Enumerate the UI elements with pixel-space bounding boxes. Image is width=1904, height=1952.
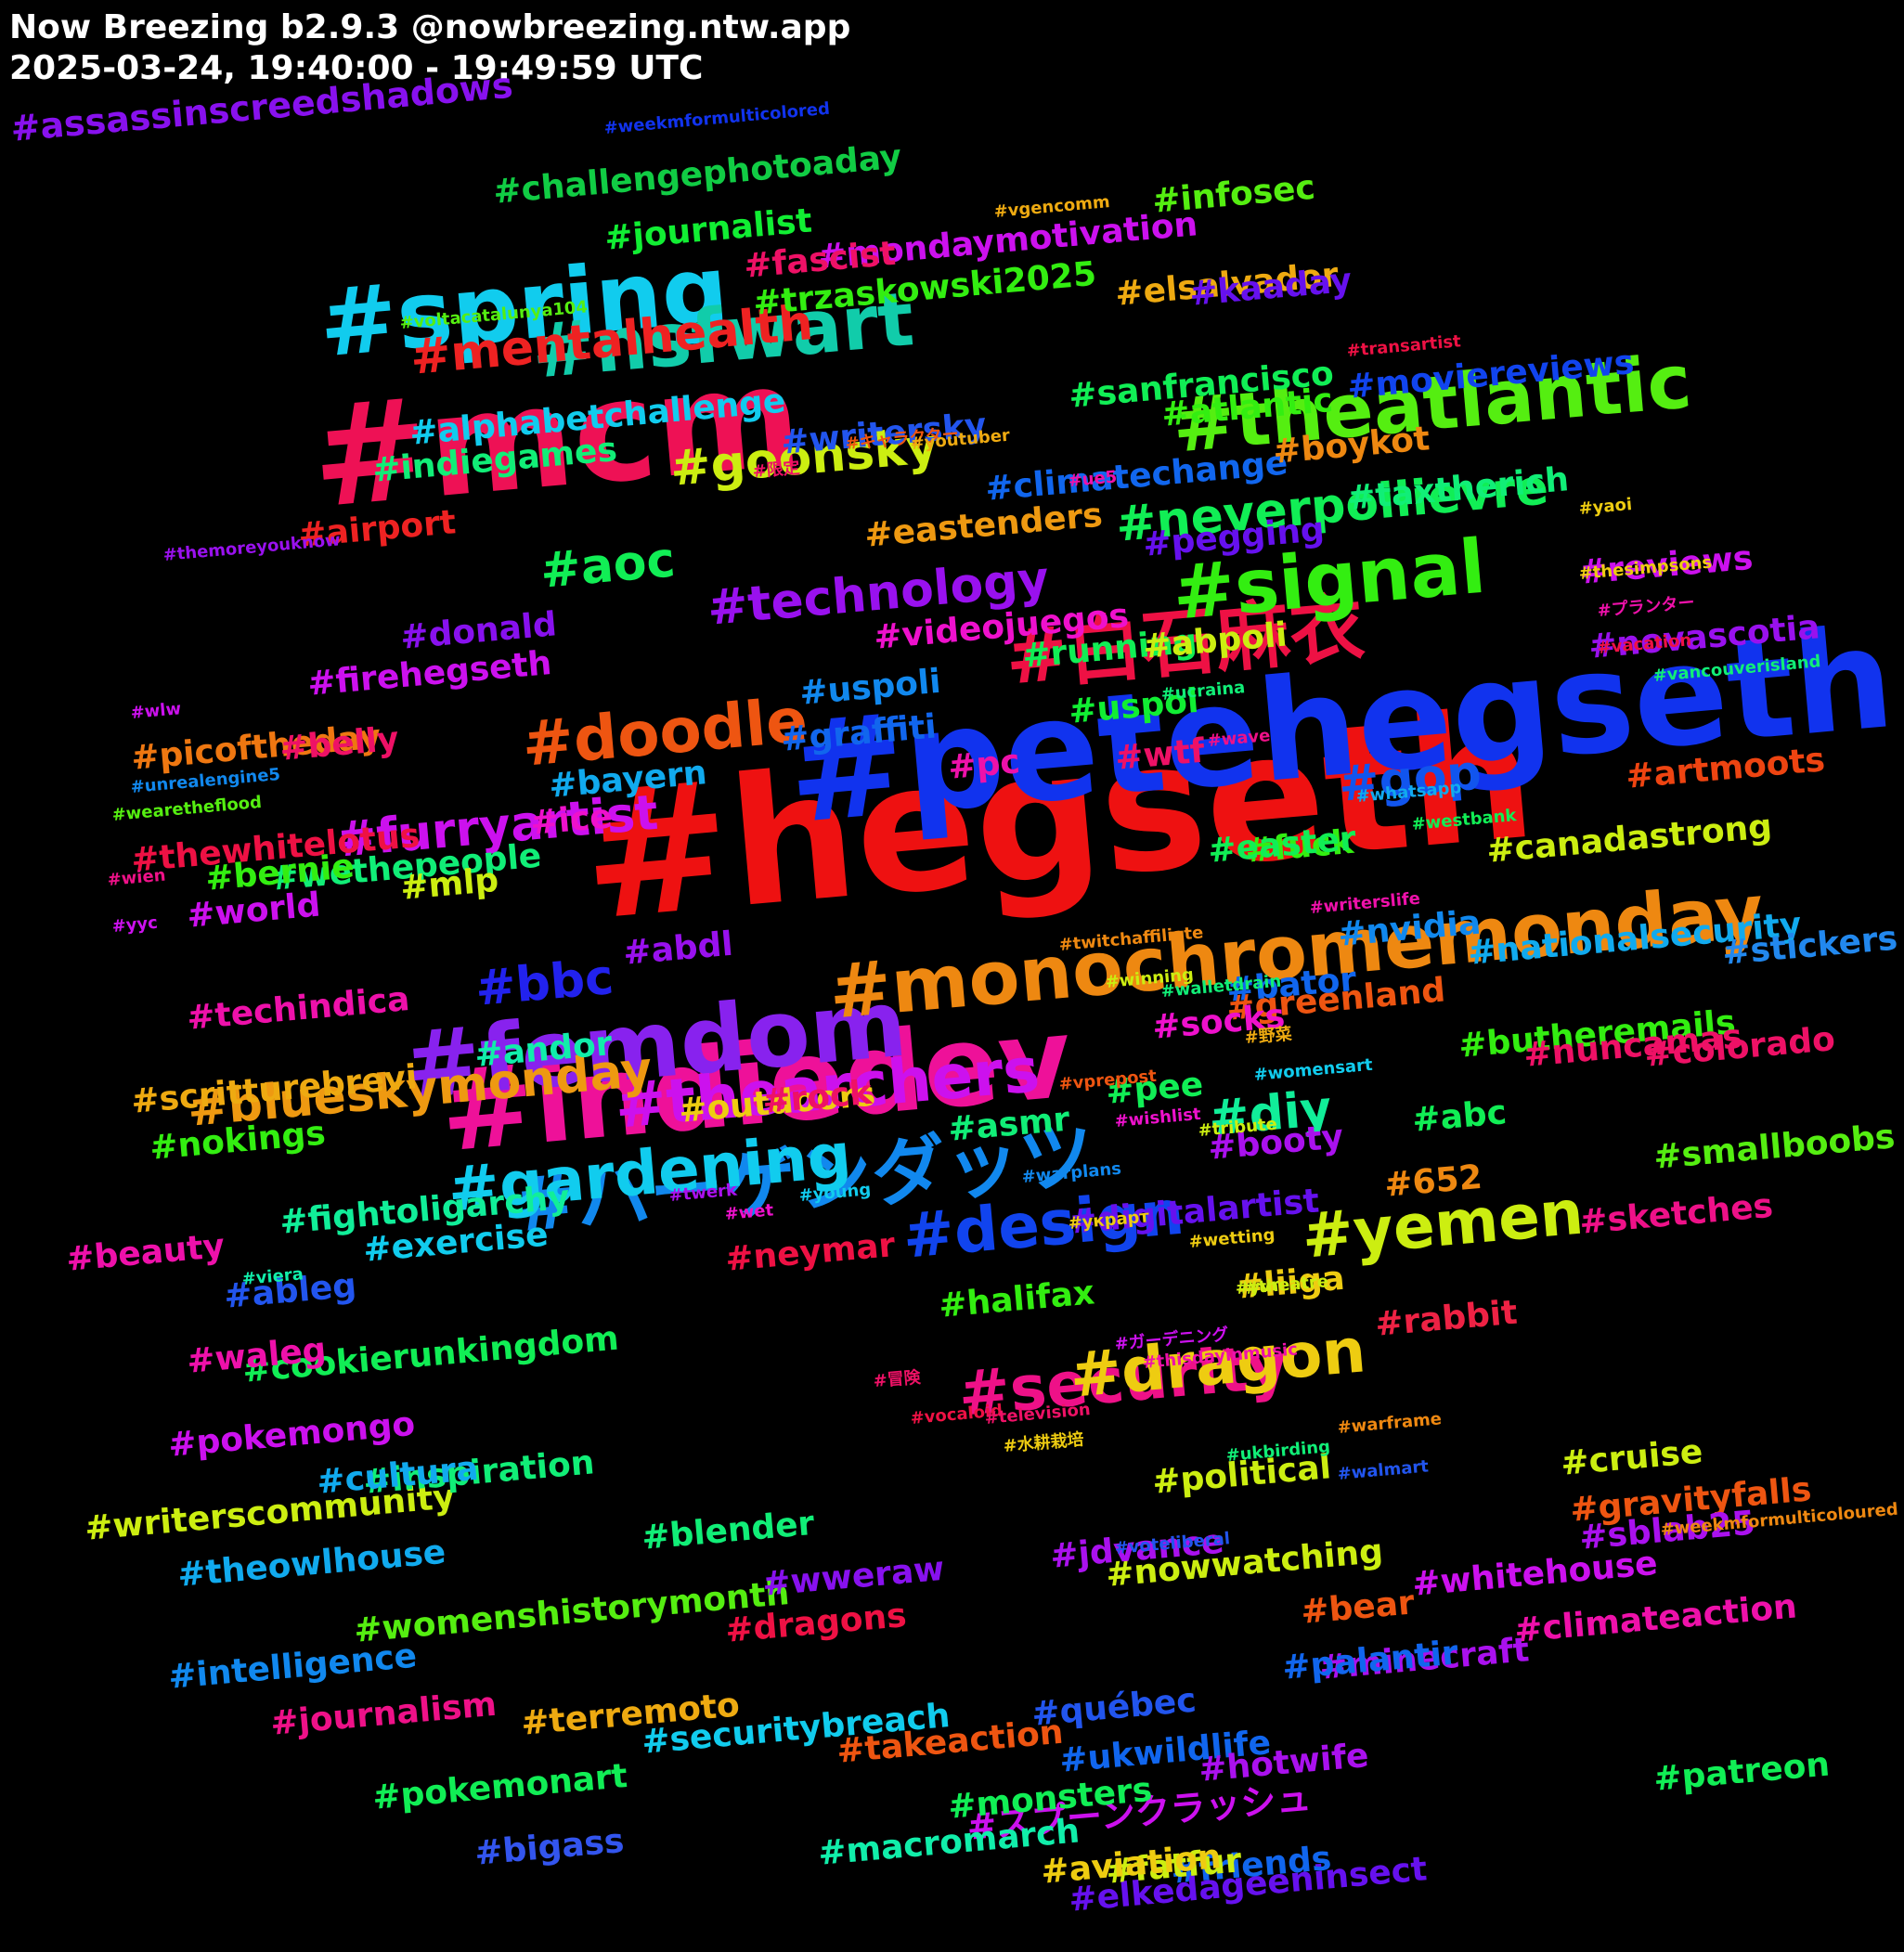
hashtag-bbc: #bbc — [473, 950, 616, 1017]
hashtag-tag-142: #québec — [1030, 1681, 1198, 1734]
hashtag-wishlist: #wishlist — [1113, 1104, 1202, 1131]
hashtag-sketches: #sketches — [1577, 1186, 1775, 1242]
hashtag-bear: #bear — [1299, 1584, 1417, 1632]
hashtag-pc: #pc — [946, 743, 1022, 787]
hashtag-firehegseth: #firehegseth — [305, 644, 553, 704]
hashtag-climateaction: #climateaction — [1512, 1587, 1799, 1650]
hashtag-tag-189: #冒険 — [872, 1367, 922, 1391]
hashtag-wien: #wien — [106, 865, 167, 890]
hashtag-whitehouse: #whitehouse — [1410, 1544, 1660, 1604]
hashtag-eastenders: #eastenders — [862, 496, 1105, 555]
hashtag-smallboobs: #smallboobs — [1651, 1118, 1897, 1177]
hashtag-aoc: #aoc — [538, 532, 678, 600]
hashtag-wlw: #wlw — [129, 699, 182, 723]
hashtag-assassinscreedshadows: #assassinscreedshadows — [8, 64, 515, 149]
hashtag-yaoi: #yaoi — [1577, 494, 1633, 519]
hashtag-warframe: #warframe — [1336, 1409, 1443, 1438]
hashtag-pokemongo: #pokemongo — [166, 1404, 417, 1465]
hashtag-rock: #rock — [760, 1073, 874, 1121]
hashtag-nokings: #nokings — [148, 1114, 328, 1168]
hashtag-transartist: #transartist — [1345, 331, 1462, 361]
hashtag-intelligence: #intelligence — [166, 1636, 419, 1697]
hashtag-652: #652 — [1382, 1157, 1484, 1205]
hashtag-themoreyouknow: #themoreyouknow — [162, 530, 342, 565]
hashtag-abdl: #abdl — [621, 924, 735, 973]
hashtag-blender: #blender — [640, 1504, 816, 1558]
hashtag-patreon: #patreon — [1651, 1745, 1832, 1799]
hashtag-bigass: #bigass — [473, 1821, 626, 1873]
hashtag-mlp: #mlp — [398, 860, 500, 908]
hashtag-neymar: #neymar — [723, 1226, 897, 1279]
hashtag-halifax: #halifax — [937, 1273, 1096, 1325]
hashtag-palantir: #palantir — [1280, 1634, 1460, 1687]
hashtag-weekmformulticolored: #weekmformulticolored — [602, 98, 831, 138]
hashtag-theowlhouse: #theowlhouse — [175, 1532, 447, 1595]
hashtag-wetting: #wetting — [1187, 1224, 1276, 1252]
hashtag-ue5: #ue5 — [1067, 467, 1119, 491]
hashtag-tag-197: #水耕栽培 — [1002, 1429, 1085, 1456]
hashtag-wweraw: #wweraw — [760, 1549, 946, 1604]
page-subtitle: 2025-03-24, 19:40:00 - 19:49:59 UTC — [9, 49, 704, 87]
hashtag-tag-174: #野菜 — [1243, 1024, 1293, 1048]
hashtag-infosec: #infosec — [1150, 168, 1317, 221]
hashtag-ice: #ice — [528, 797, 615, 843]
hashtag-techindica: #techindica — [185, 980, 411, 1038]
header: Now Breezing b2.9.3 @nowbreezing.ntw.app… — [9, 7, 850, 89]
hashtag-wearetheflood: #wearetheflood — [110, 792, 263, 825]
hashtag-abc: #abc — [1410, 1093, 1509, 1140]
hashtag-rabbit: #rabbit — [1373, 1293, 1520, 1344]
hashtag-wet: #wet — [723, 1200, 774, 1224]
hashtag-pokemonart: #pokemonart — [370, 1757, 629, 1817]
hashtag-yyc: #yyc — [110, 912, 159, 937]
hashtag-cruise: #cruise — [1559, 1432, 1704, 1483]
hashtag-tag-152: #限定 — [751, 458, 801, 482]
hashtag-wtf: #wtf — [1113, 731, 1207, 778]
hashtag-journalism: #journalism — [268, 1685, 499, 1743]
hashtag-challengephotoaday: #challengephotoaday — [491, 137, 903, 212]
hashtag-womensart: #womensart — [1252, 1054, 1374, 1085]
page-title: Now Breezing b2.9.3 @nowbreezing.ntw.app — [9, 8, 851, 46]
hashtag-belly: #belly — [278, 719, 401, 769]
hashtag-beauty: #beauty — [64, 1227, 227, 1279]
hashtag-world: #world — [185, 886, 322, 936]
hashtag-walmart: #walmart — [1336, 1456, 1430, 1484]
